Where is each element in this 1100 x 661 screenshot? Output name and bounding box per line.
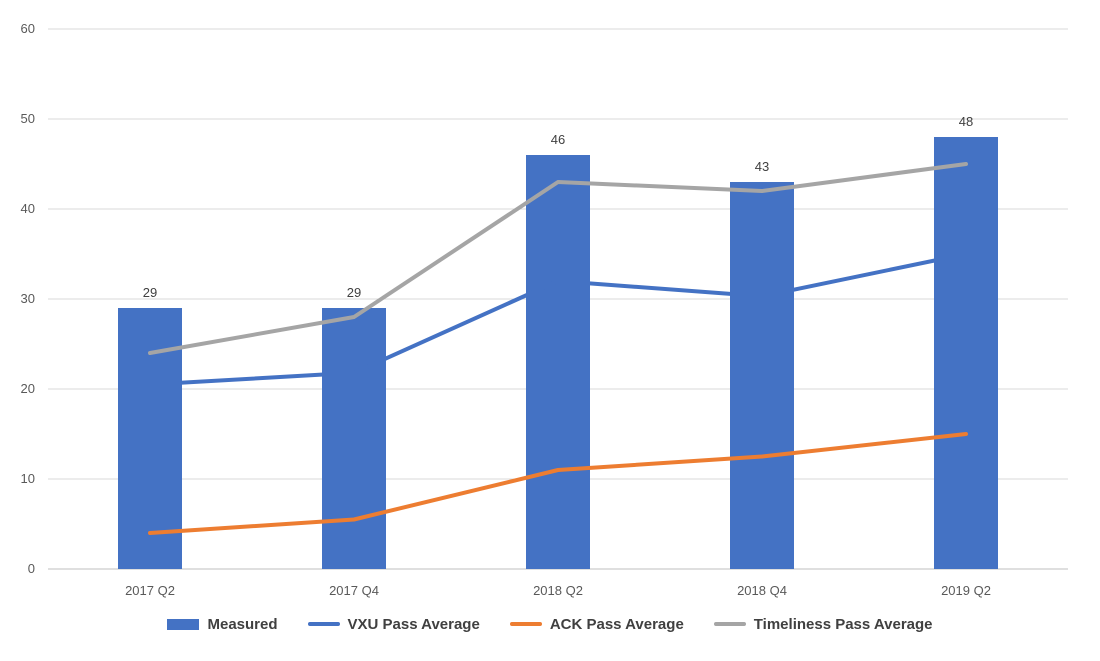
series-line[interactable] (148, 162, 968, 355)
bar-value-label: 29 (347, 285, 361, 300)
legend-swatch-ack (509, 622, 542, 626)
series-line[interactable] (148, 432, 968, 535)
x-tick-label: 2017 Q2 (125, 583, 175, 598)
legend-item-ack[interactable]: ACK Pass Average (509, 615, 684, 633)
y-axis: 0 10 20 30 40 50 60 (21, 21, 35, 576)
y-tick-label: 60 (21, 21, 35, 36)
x-axis: 2017 Q2 2017 Q4 2018 Q2 2018 Q4 2019 Q2 (125, 583, 991, 598)
legend-label-ack: ACK Pass Average (549, 615, 684, 633)
legend-swatch-vxu (307, 622, 340, 626)
bar[interactable] (934, 137, 998, 569)
bar[interactable] (730, 182, 794, 569)
data-labels: 29 29 46 43 48 (143, 114, 973, 300)
legend: Measured VXU Pass Average ACK Pass Avera… (0, 611, 1100, 637)
y-tick-label: 20 (21, 381, 35, 396)
y-tick-label: 0 (28, 561, 35, 576)
legend-label-measured: Measured (207, 615, 278, 633)
x-tick-label: 2018 Q4 (737, 583, 787, 598)
y-tick-label: 50 (21, 111, 35, 126)
bars (118, 137, 998, 569)
bar[interactable] (526, 155, 590, 569)
legend-item-measured[interactable]: Measured (167, 615, 278, 633)
bar-value-label: 29 (143, 285, 157, 300)
legend-swatch-timeliness (713, 622, 746, 626)
x-tick-label: 2019 Q2 (941, 583, 991, 598)
y-tick-label: 10 (21, 471, 35, 486)
bar[interactable] (322, 308, 386, 569)
legend-item-timeliness[interactable]: Timeliness Pass Average (713, 615, 933, 633)
legend-label-timeliness: Timeliness Pass Average (753, 615, 933, 633)
legend-swatch-measured (167, 618, 200, 630)
legend-label-vxu: VXU Pass Average (347, 615, 480, 633)
bar-value-label: 48 (959, 114, 973, 129)
series-line[interactable] (148, 252, 968, 387)
y-tick-label: 40 (21, 201, 35, 216)
x-tick-label: 2017 Q4 (329, 583, 379, 598)
legend-item-vxu[interactable]: VXU Pass Average (307, 615, 480, 633)
bar-value-label: 46 (551, 132, 565, 147)
series-lines (148, 162, 968, 535)
bar-value-label: 43 (755, 159, 769, 174)
y-tick-label: 30 (21, 291, 35, 306)
x-tick-label: 2018 Q2 (533, 583, 583, 598)
